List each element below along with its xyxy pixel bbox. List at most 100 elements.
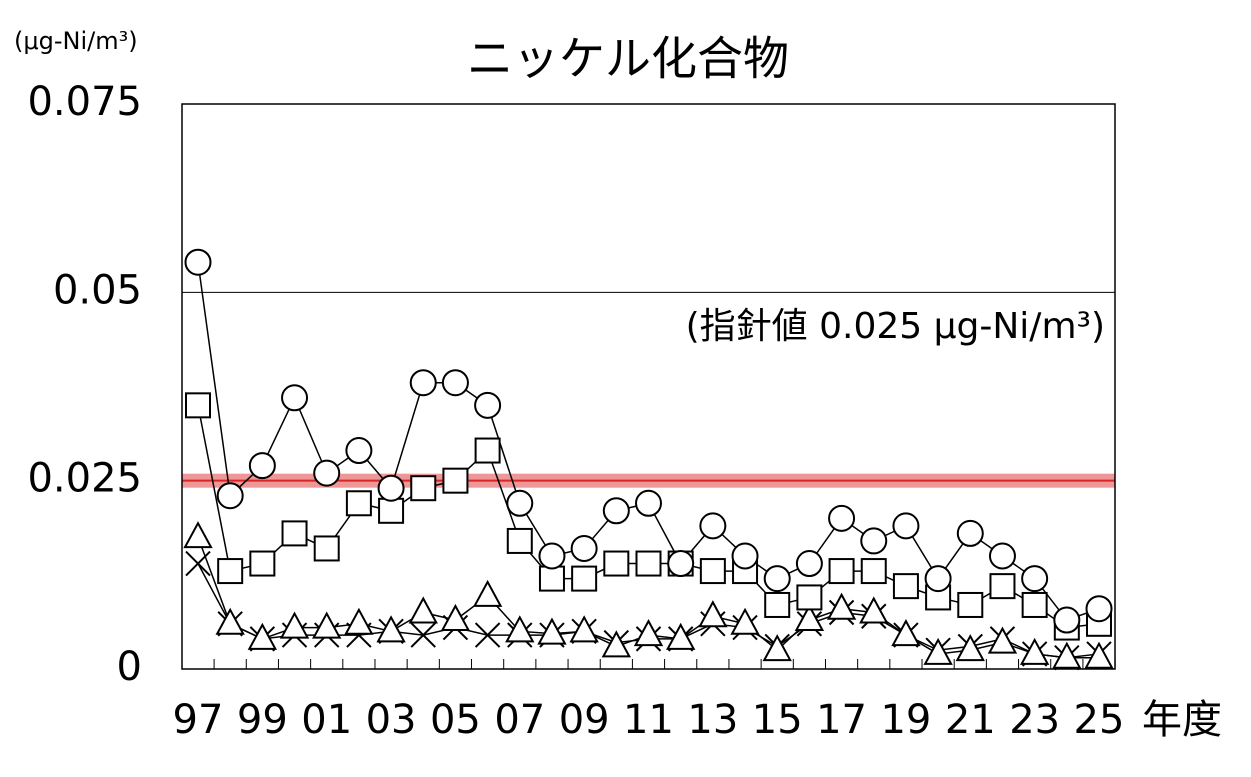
marker-circle: [248, 452, 276, 480]
marker-square: [603, 550, 630, 577]
x-axis-label: 年度: [1142, 697, 1222, 743]
marker-square: [571, 565, 598, 592]
x-tick-label: 15: [752, 697, 803, 743]
marker-circle: [281, 384, 309, 412]
marker-circle: [570, 534, 598, 562]
reference-label: (指針値 0.025 μg-Ni/m³): [686, 306, 1105, 347]
marker-cross: [185, 550, 211, 577]
marker-square: [442, 467, 469, 494]
marker-circle: [538, 542, 566, 570]
x-tick-label: 03: [366, 697, 417, 743]
marker-circle: [667, 550, 695, 578]
marker-triangle: [666, 622, 696, 650]
marker-triangle: [923, 637, 953, 665]
marker-triangle: [376, 615, 406, 643]
marker-square: [281, 520, 308, 547]
x-tick-label: 11: [623, 697, 674, 743]
marker-square: [796, 584, 823, 611]
marker-circle: [377, 474, 405, 502]
marker-circle: [924, 565, 952, 593]
marker-triangle: [472, 579, 503, 607]
marker-triangle: [730, 607, 760, 635]
marker-circle: [216, 482, 244, 510]
x-tick-label: 09: [559, 697, 610, 743]
marker-triangle: [183, 521, 213, 549]
marker-circle: [988, 542, 1016, 570]
chart-title: ニッケル化合物: [467, 32, 789, 86]
marker-square: [860, 558, 887, 585]
marker-square: [185, 392, 211, 419]
x-tick-label: 19: [880, 697, 931, 743]
marker-circle: [313, 459, 341, 487]
y-tick-label: 0.05: [53, 267, 142, 313]
marker-triangle: [891, 619, 921, 647]
marker-triangle: [633, 619, 664, 647]
x-tick-label: 99: [237, 697, 288, 743]
marker-triangle: [1019, 637, 1050, 665]
marker-triangle: [826, 592, 857, 620]
marker-circle: [506, 489, 534, 517]
marker-square: [1021, 591, 1048, 618]
marker-triangle: [987, 626, 1018, 654]
marker-circle: [409, 369, 437, 397]
marker-circle: [699, 512, 727, 540]
marker-triangle: [762, 634, 792, 662]
marker-circle: [1085, 595, 1113, 623]
marker-circle: [184, 248, 212, 276]
marker-triangle: [440, 603, 471, 632]
marker-square: [699, 558, 726, 585]
marker-triangle: [1084, 641, 1114, 669]
marker-square: [892, 573, 919, 600]
marker-circle: [602, 497, 630, 525]
marker-triangle: [408, 596, 438, 624]
x-tick-label: 05: [430, 697, 481, 743]
y-tick-label: 0.025: [27, 456, 142, 502]
marker-triangle: [312, 611, 342, 639]
marker-circle: [635, 489, 662, 517]
marker-square: [410, 475, 437, 502]
marker-circle: [345, 437, 373, 465]
x-tick-label: 97: [173, 697, 224, 743]
marker-square: [378, 497, 405, 524]
marker-circle: [441, 369, 469, 397]
marker-circle: [860, 527, 888, 555]
marker-square: [474, 437, 501, 464]
y-tick-label: 0: [117, 644, 142, 690]
marker-circle: [956, 519, 984, 547]
y-tick-label: 0.075: [27, 79, 142, 125]
marker-triangle: [537, 617, 567, 645]
marker-triangle: [859, 596, 889, 624]
marker-square: [989, 573, 1016, 600]
marker-triangle: [1052, 641, 1082, 669]
marker-cross: [410, 622, 436, 648]
marker-circle: [474, 391, 502, 419]
marker-triangle: [279, 611, 310, 639]
marker-circle: [795, 550, 823, 578]
marker-square: [217, 558, 244, 585]
marker-triangle: [794, 603, 825, 632]
x-tick-label: 17: [816, 697, 867, 743]
marker-circle: [763, 565, 791, 593]
marker-triangle: [505, 615, 535, 643]
marker-circle: [892, 512, 920, 540]
x-tick-label: 07: [494, 697, 545, 743]
plot-frame: [181, 103, 1116, 670]
x-tick-label: 21: [945, 697, 996, 743]
marker-triangle: [698, 600, 728, 628]
marker-circle: [1021, 565, 1049, 593]
marker-triangle: [955, 634, 985, 662]
marker-square: [249, 550, 276, 577]
marker-square: [828, 558, 855, 585]
marker-triangle: [569, 615, 599, 643]
marker-triangle: [344, 607, 374, 635]
x-tick-label: 25: [1074, 697, 1125, 743]
marker-triangle: [601, 630, 631, 658]
marker-triangle: [247, 622, 278, 650]
marker-square: [957, 591, 984, 618]
x-tick-label: 13: [687, 697, 738, 743]
marker-square: [506, 527, 533, 554]
marker-square: [538, 565, 565, 592]
marker-square: [764, 591, 791, 618]
marker-square: [313, 535, 340, 562]
